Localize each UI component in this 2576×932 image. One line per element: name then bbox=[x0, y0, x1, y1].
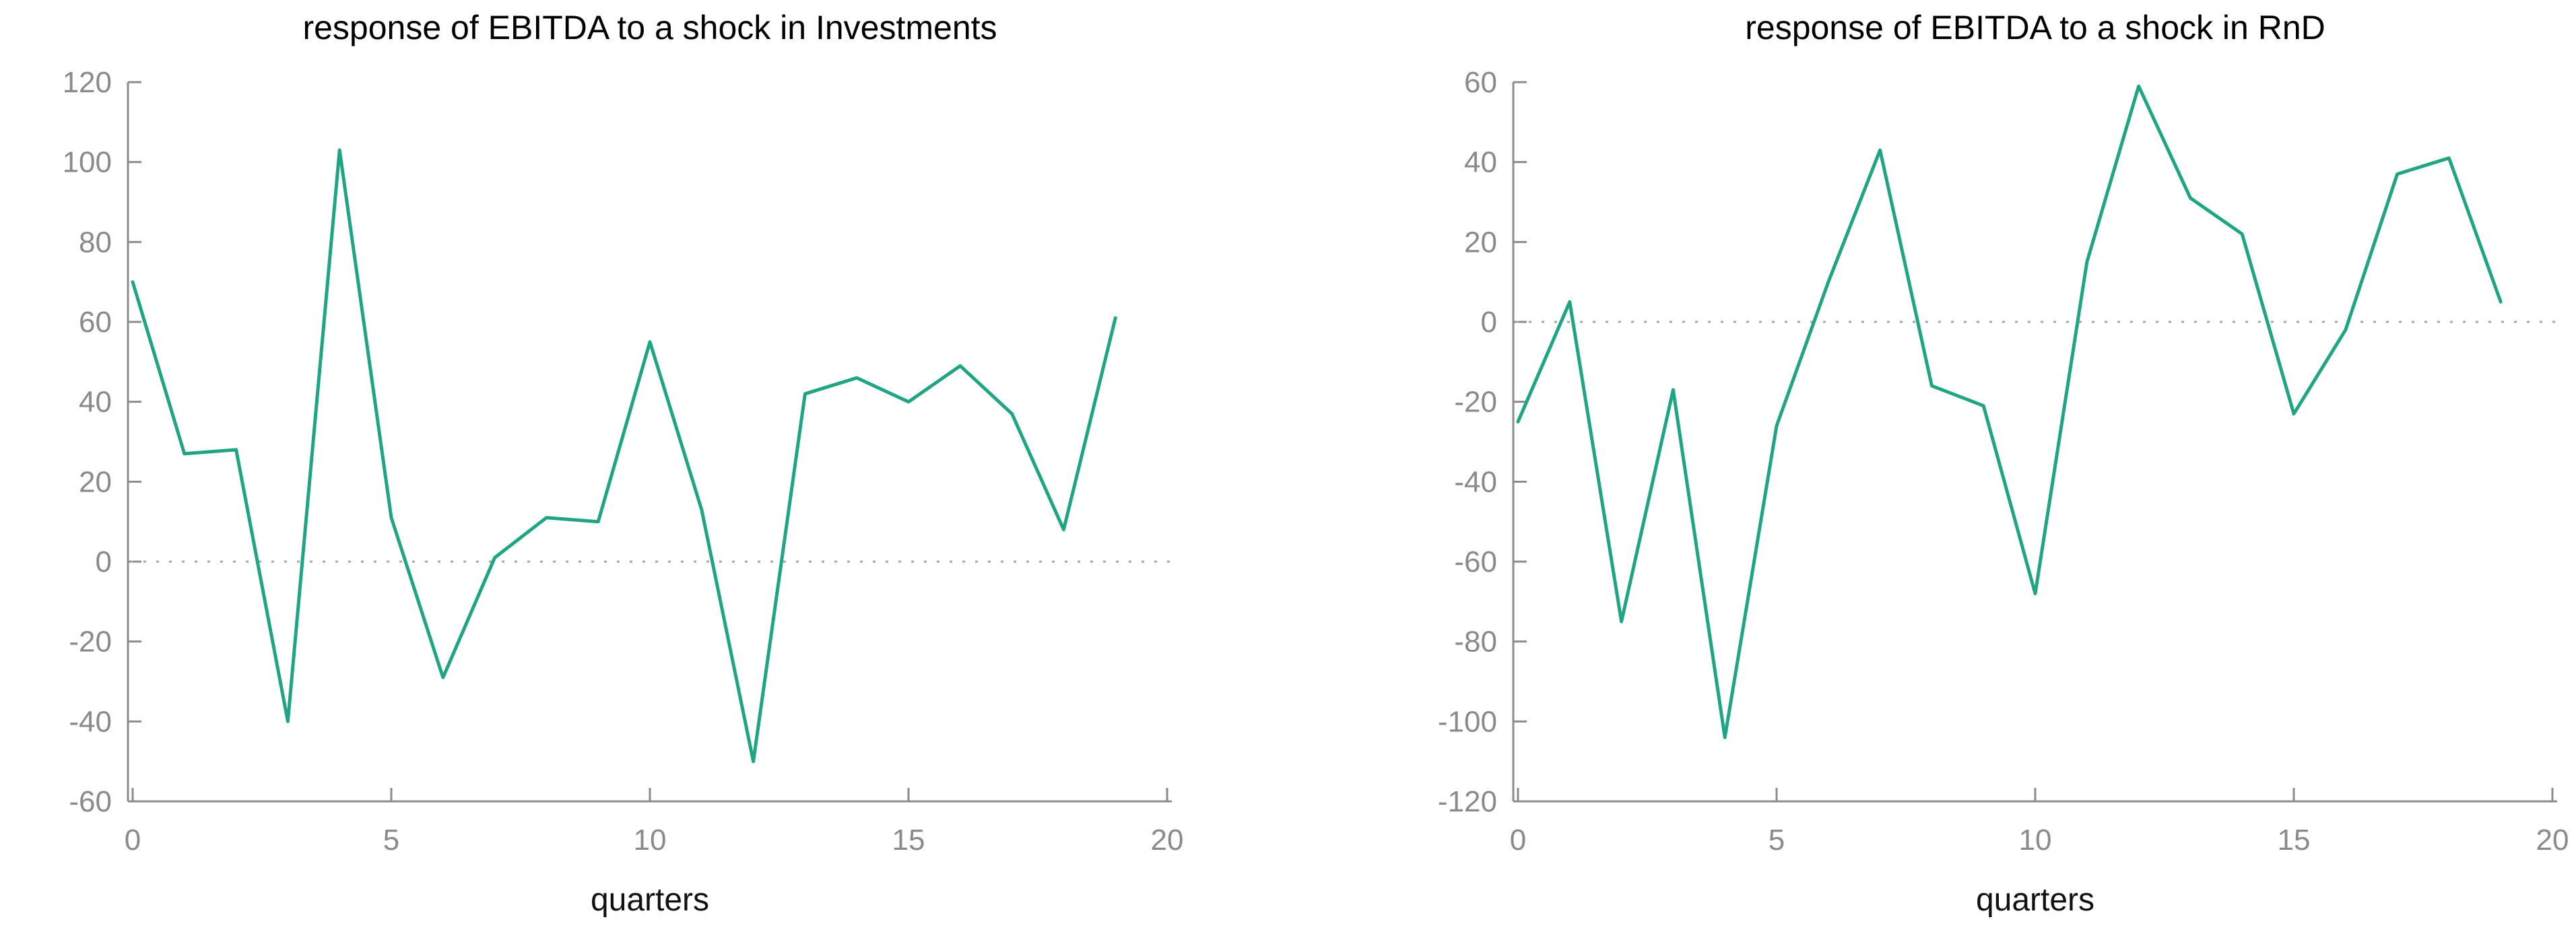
chart-title-rnd: response of EBITDA to a shock in RnD bbox=[1745, 9, 2325, 46]
y-tick-label: 20 bbox=[79, 465, 112, 498]
x-tick-label: 15 bbox=[2278, 824, 2311, 857]
chart-investments: response of EBITDA to a shock in Investm… bbox=[63, 9, 1184, 918]
axes-investments: 120 100 80 60 40 20 0 -20 -40 -60 0 5 10 15 20 bbox=[63, 66, 1184, 857]
x-tick-label: 10 bbox=[2019, 824, 2052, 857]
y-tick-label: -100 bbox=[1438, 705, 1497, 738]
data-line bbox=[131, 148, 1117, 764]
x-tick-label: 20 bbox=[1151, 824, 1184, 857]
y-tick-label: -40 bbox=[1454, 465, 1497, 498]
axes-rnd: 60 40 20 0 -20 -40 -60 -80 -100 -120 0 5 10 15 20 bbox=[1438, 66, 2569, 857]
y-tick-label: -60 bbox=[69, 785, 112, 818]
x-axis-label-investments: quarters bbox=[591, 882, 709, 918]
series-investments bbox=[131, 148, 1117, 764]
y-tick-label: -60 bbox=[1454, 545, 1497, 578]
y-tick-label: 0 bbox=[96, 545, 112, 578]
y-tick-label: 40 bbox=[1464, 146, 1497, 179]
x-tick-label: 20 bbox=[2536, 824, 2569, 857]
series-rnd bbox=[1516, 84, 2503, 739]
y-tick-label: 100 bbox=[63, 146, 112, 179]
y-tick-label: 20 bbox=[1464, 226, 1497, 259]
x-tick-label: 5 bbox=[383, 824, 399, 857]
data-line bbox=[1516, 84, 2503, 739]
y-tick-label: -20 bbox=[1454, 386, 1497, 419]
x-tick-label: 5 bbox=[1769, 824, 1785, 857]
x-tick-label: 0 bbox=[1510, 824, 1526, 857]
y-tick-label: 60 bbox=[79, 306, 112, 339]
y-tick-label: -40 bbox=[69, 705, 112, 738]
x-tick-label: 0 bbox=[125, 824, 141, 857]
y-tick-label: 40 bbox=[79, 386, 112, 419]
x-tick-label: 10 bbox=[634, 824, 667, 857]
y-tick-label: 0 bbox=[1481, 306, 1497, 339]
y-tick-label: 60 bbox=[1464, 66, 1497, 99]
chart-rnd: response of EBITDA to a shock in RnD 60 4… bbox=[1438, 9, 2569, 918]
y-tick-label: 120 bbox=[63, 66, 112, 99]
y-tick-label: -20 bbox=[69, 626, 112, 659]
x-tick-label: 15 bbox=[892, 824, 925, 857]
chart-title-investments: response of EBITDA to a shock in Investm… bbox=[302, 9, 997, 46]
y-tick-label: 80 bbox=[79, 226, 112, 259]
y-tick-label: -80 bbox=[1454, 626, 1497, 659]
y-tick-label: -120 bbox=[1438, 785, 1497, 818]
x-axis-label-rnd: quarters bbox=[1976, 882, 2094, 918]
